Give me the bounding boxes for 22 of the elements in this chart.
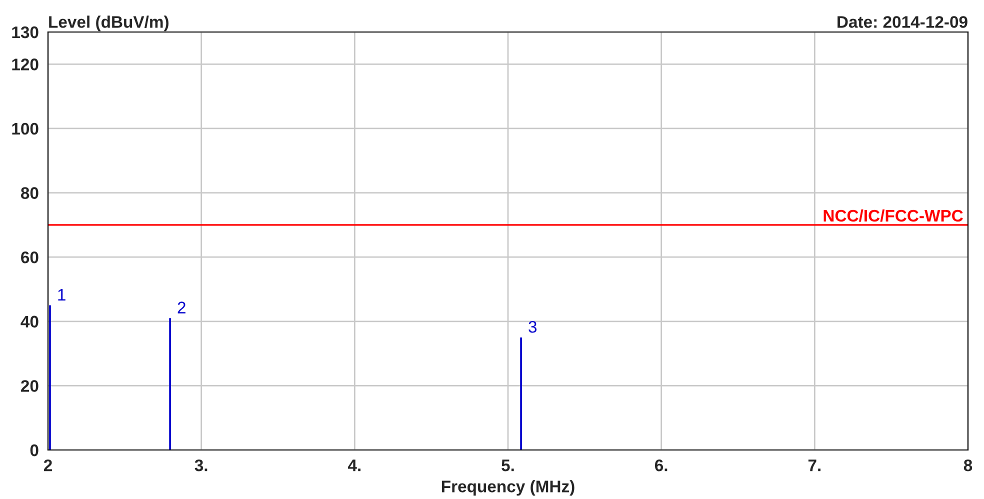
annotation: 3: [528, 320, 537, 333]
x-tick-label: 4.: [348, 460, 360, 472]
y-tick-label: 40: [20, 316, 38, 328]
y-axis-title: Level (dBuV/m): [49, 16, 168, 32]
x-tick-label: 8: [964, 459, 972, 472]
y-tick-label: 130: [12, 26, 38, 38]
y-tick-label: 100: [12, 122, 38, 135]
x-tick-label: 6.: [654, 459, 668, 472]
annotation: 1: [58, 288, 66, 300]
y-tick-label: 60: [21, 251, 38, 264]
x-tick-label: 2: [44, 459, 52, 472]
x-tick-label: 7.: [808, 460, 820, 472]
x-tick-label: 5.: [502, 460, 514, 472]
y-tick-label: 0: [30, 444, 38, 456]
x-axis-title: Frequency (MHz): [442, 480, 574, 496]
annotation: 2: [178, 302, 186, 314]
y-tick-label: 80: [20, 187, 38, 199]
text: Date: 2014-12-09: [838, 16, 968, 28]
ref-line-label: NCC/IC/FCC-WPC: [824, 209, 963, 222]
x-tick-label: 3.: [194, 459, 208, 472]
y-tick-label: 120: [12, 58, 38, 70]
y-tick-label: 20: [21, 380, 38, 392]
